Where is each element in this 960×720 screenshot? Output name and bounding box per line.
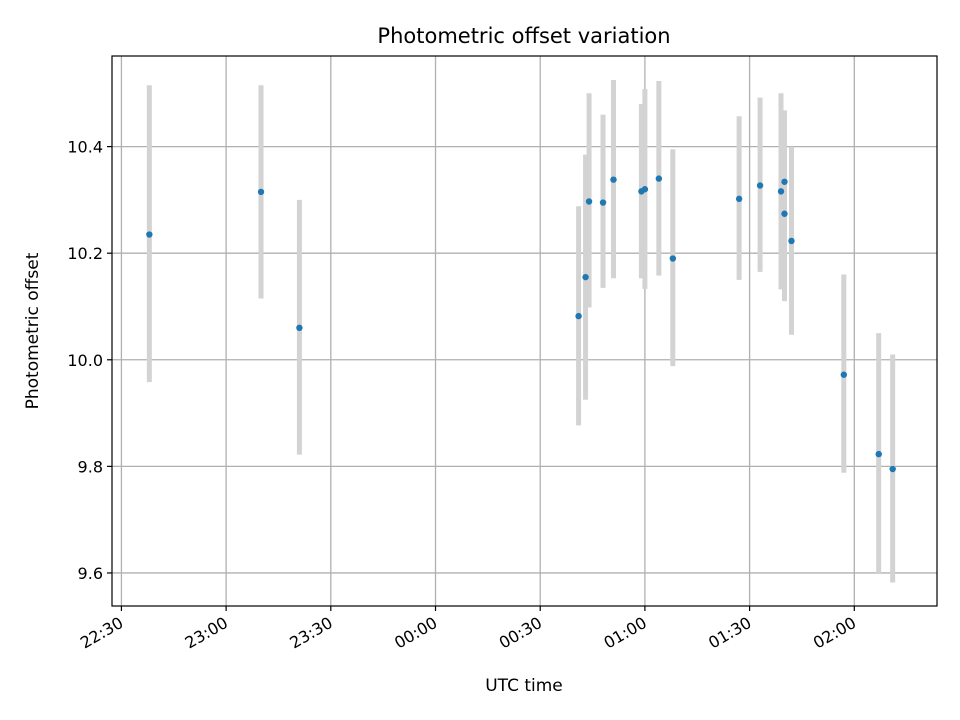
- y-tick-label: 10.4: [67, 138, 103, 157]
- data-point: [655, 175, 663, 182]
- data-point: [781, 210, 788, 217]
- data-point: [889, 465, 896, 473]
- data-point: [840, 371, 848, 378]
- data-point: [777, 188, 785, 195]
- data-point: [756, 182, 764, 189]
- plot-frame: [111, 55, 938, 607]
- grid: [112, 56, 937, 606]
- data-point: [257, 188, 265, 196]
- y-tick-label: 9.6: [78, 564, 103, 583]
- data-point: [296, 324, 303, 332]
- data-point: [582, 273, 589, 281]
- data-point: [788, 237, 795, 245]
- data-point: [575, 312, 582, 320]
- x-axis-label: UTC time: [485, 676, 563, 696]
- data-point: [641, 186, 649, 193]
- y-tick-label: 10.0: [67, 351, 103, 370]
- data-point: [599, 199, 607, 206]
- y-tick-label: 9.8: [78, 457, 103, 476]
- data-point: [735, 195, 743, 203]
- data-point: [585, 198, 593, 205]
- y-axis-ticks: 9.6 9.8 10.0 10.2 10.4: [67, 138, 112, 583]
- data-point: [669, 255, 677, 262]
- data-point: [610, 176, 617, 183]
- y-tick-label: 10.2: [67, 244, 103, 263]
- chart-title: Photometric offset variation: [377, 24, 670, 48]
- data-point: [146, 231, 153, 238]
- data-points: [146, 175, 896, 473]
- data-point: [875, 450, 882, 458]
- data-point: [781, 178, 788, 185]
- y-axis-label: Photometric offset: [23, 252, 43, 409]
